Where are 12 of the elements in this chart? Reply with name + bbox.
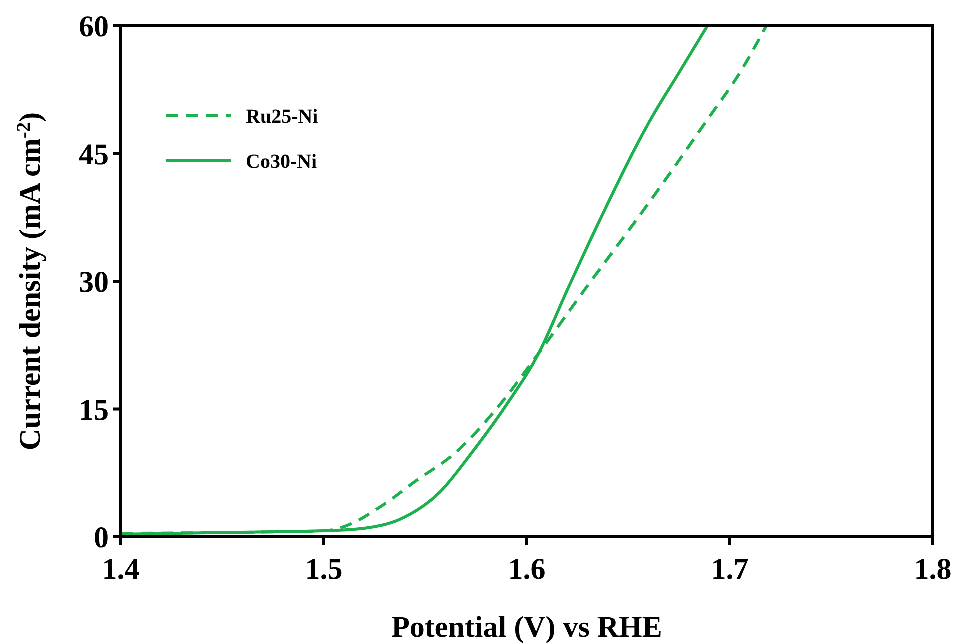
x-tick-label: 1.5 xyxy=(305,553,343,586)
y-tick-label: 15 xyxy=(79,394,109,427)
y-tick-label: 30 xyxy=(79,266,109,299)
y-tick-label: 60 xyxy=(79,10,109,44)
y-tick-label: 0 xyxy=(94,522,109,554)
x-tick-label: 1.6 xyxy=(508,553,546,586)
x-tick-label: 1.4 xyxy=(102,553,140,586)
legend-label: Co30-Ni xyxy=(246,151,318,173)
x-tick-label: 1.7 xyxy=(711,553,749,586)
x-tick-label: 1.8 xyxy=(914,553,952,586)
y-tick-label: 45 xyxy=(79,138,109,172)
legend-label: Ru25-Ni xyxy=(246,106,319,128)
